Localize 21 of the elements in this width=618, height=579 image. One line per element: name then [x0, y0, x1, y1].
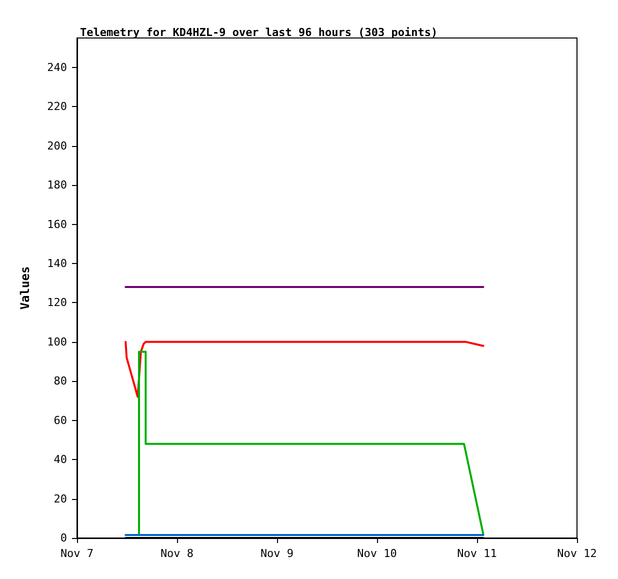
y-tick-label: 220 — [47, 100, 67, 114]
x-tick-label: Nov 10 — [357, 547, 397, 560]
y-tick-label: 60 — [54, 414, 67, 427]
y-tick-label: 80 — [54, 374, 67, 388]
y-tick-label: 240 — [47, 60, 67, 74]
y-tick-label: 180 — [47, 178, 67, 192]
y-tick-label: 40 — [54, 453, 67, 466]
y-axis-title: Values — [18, 266, 32, 310]
x-tick-label: Nov 8 — [160, 547, 194, 560]
y-tick-label: 100 — [47, 335, 67, 348]
x-tick-label: Nov 11 — [457, 547, 497, 560]
y-tick-label: 200 — [47, 139, 67, 152]
y-tick-label: 160 — [47, 218, 67, 231]
chart-title: Telemetry for KD4HZL-9 over last 96 hours (303 points) — [80, 26, 438, 39]
y-tick-label: 120 — [47, 296, 67, 310]
y-tick-label: 0 — [60, 532, 67, 544]
y-tick-label: 140 — [47, 256, 67, 270]
x-tick-label: Nov 9 — [260, 547, 294, 560]
y-tick-label: 20 — [54, 492, 67, 506]
x-tick-label: Nov 12 — [557, 547, 597, 560]
x-tick-label: Nov 7 — [60, 547, 94, 560]
